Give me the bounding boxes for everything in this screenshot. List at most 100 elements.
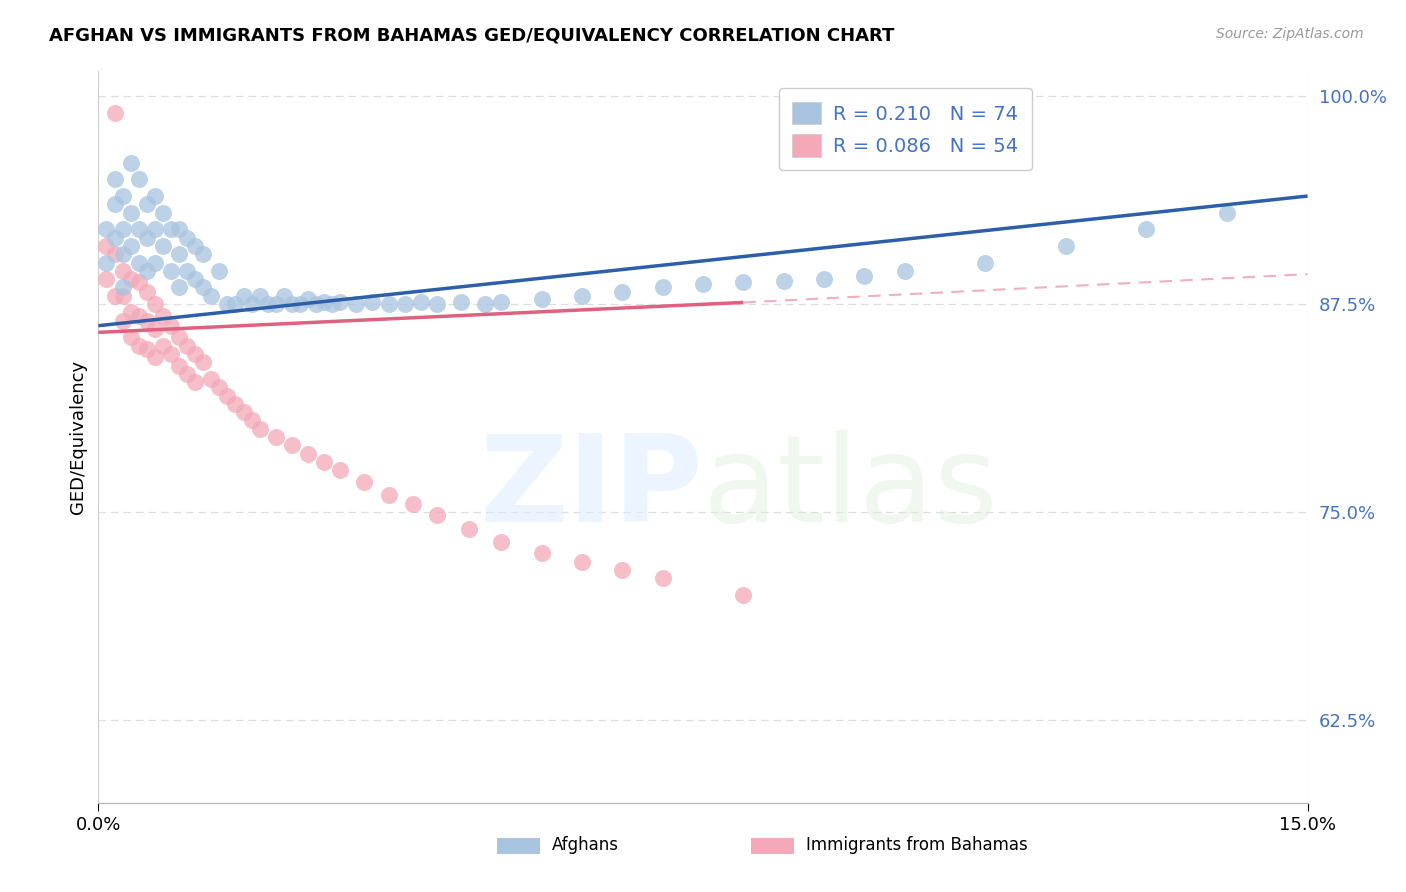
Point — [176, 338, 198, 352]
Point — [281, 297, 304, 311]
Point — [111, 189, 134, 203]
Point — [240, 297, 263, 311]
Point — [176, 264, 198, 278]
Point — [143, 322, 166, 336]
Point — [217, 297, 239, 311]
Point — [111, 222, 134, 236]
Point — [160, 318, 183, 333]
Point — [111, 247, 134, 261]
Point — [128, 172, 150, 186]
Point — [184, 375, 207, 389]
Point — [135, 285, 157, 300]
Point — [612, 285, 634, 300]
Point — [394, 297, 416, 311]
Point — [103, 197, 125, 211]
Point — [426, 297, 449, 311]
Point — [103, 172, 125, 186]
Point — [297, 292, 319, 306]
Point — [329, 463, 352, 477]
Point — [143, 222, 166, 236]
Text: Immigrants from Bahamas: Immigrants from Bahamas — [806, 836, 1028, 855]
Point — [120, 205, 142, 219]
Point — [249, 289, 271, 303]
Point — [111, 264, 134, 278]
Point — [281, 438, 304, 452]
Point — [1135, 222, 1157, 236]
Text: Afghans: Afghans — [551, 836, 619, 855]
Point — [571, 555, 593, 569]
Point — [96, 255, 118, 269]
Point — [288, 297, 311, 311]
Point — [176, 367, 198, 381]
Point — [167, 359, 190, 373]
Point — [491, 534, 513, 549]
Point — [120, 272, 142, 286]
Point — [103, 247, 125, 261]
Point — [232, 405, 254, 419]
Point — [353, 475, 375, 489]
Point — [167, 330, 190, 344]
Point — [96, 222, 118, 236]
Point — [1216, 205, 1239, 219]
Point — [651, 280, 673, 294]
Point — [361, 295, 384, 310]
Point — [143, 351, 166, 365]
Point — [152, 205, 174, 219]
Point — [450, 295, 472, 310]
Point — [128, 338, 150, 352]
Point — [240, 413, 263, 427]
Point — [314, 295, 336, 310]
Point — [143, 255, 166, 269]
Text: ZIP: ZIP — [479, 430, 703, 547]
Point — [264, 430, 287, 444]
Point — [249, 422, 271, 436]
Point — [232, 289, 254, 303]
Point — [571, 289, 593, 303]
Point — [96, 239, 118, 253]
Point — [135, 314, 157, 328]
Point — [111, 314, 134, 328]
Point — [217, 388, 239, 402]
Point — [208, 380, 231, 394]
Point — [143, 189, 166, 203]
Point — [772, 274, 794, 288]
Point — [128, 222, 150, 236]
Point — [120, 305, 142, 319]
Point — [193, 355, 215, 369]
Point — [96, 272, 118, 286]
Point — [344, 297, 367, 311]
Point — [128, 309, 150, 323]
Point — [152, 338, 174, 352]
Point — [224, 297, 246, 311]
Point — [297, 447, 319, 461]
Point — [160, 347, 183, 361]
Point — [224, 397, 246, 411]
Point — [530, 292, 553, 306]
Point — [103, 289, 125, 303]
Point — [135, 264, 157, 278]
Point — [491, 295, 513, 310]
Point — [103, 106, 125, 120]
Point — [733, 276, 755, 290]
Point — [167, 222, 190, 236]
Point — [377, 488, 399, 502]
Point — [111, 280, 134, 294]
Point — [128, 276, 150, 290]
Point — [264, 297, 287, 311]
Point — [160, 222, 183, 236]
Point — [321, 297, 343, 311]
Point — [200, 289, 222, 303]
Point — [120, 239, 142, 253]
Point — [974, 255, 997, 269]
Point — [176, 230, 198, 244]
Point — [160, 264, 183, 278]
Point — [612, 563, 634, 577]
Point — [893, 264, 915, 278]
Point — [152, 309, 174, 323]
Point — [193, 247, 215, 261]
Point — [193, 280, 215, 294]
Point — [135, 197, 157, 211]
Point — [474, 297, 496, 311]
Point — [458, 521, 481, 535]
Point — [103, 230, 125, 244]
